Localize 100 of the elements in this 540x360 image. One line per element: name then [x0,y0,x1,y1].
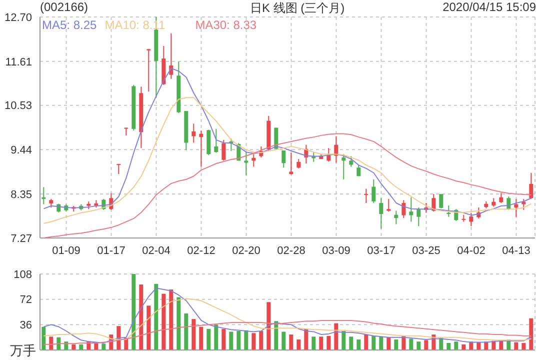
x-tick-label: 03-09 [322,244,350,257]
y-tick-label: 10.53 [4,100,32,112]
x-tick-label: 02-04 [142,244,170,257]
bar [394,339,398,350]
bar [154,284,158,350]
bar [49,336,54,350]
bar [364,334,368,350]
y-axis-title: 万手 [10,343,36,358]
line-series [43,133,532,238]
bar [296,339,301,350]
y-tick-label: 108 [14,268,32,281]
candlestick [469,212,474,227]
chart-subtitle: 日K 线图 (三个月) [250,0,345,17]
candlestick [192,123,196,144]
bar [139,284,144,350]
bar [349,336,354,350]
bar [454,342,458,350]
bar [162,294,166,350]
y-tick-label: 72 [20,294,32,306]
candlestick [379,198,384,230]
candlestick [394,210,398,225]
candlestick [402,200,406,219]
bar [514,342,518,350]
candlestick [124,127,128,136]
candlestick [289,152,294,176]
candlestick [386,198,391,212]
bar [379,336,384,350]
line-series [43,288,532,344]
text: 2020/04/15 15:09 [442,0,536,14]
y-tick-label: 12.70 [4,12,32,24]
candlestick [199,130,204,168]
candlestick [514,198,518,218]
bar [424,340,428,350]
bar [102,344,106,350]
bar [229,332,234,350]
candlestick [222,139,226,162]
candlestick [282,150,286,168]
bar [372,336,376,350]
bar [199,326,204,350]
bar [386,337,391,350]
bar [146,306,151,350]
candlestick [529,172,534,200]
line-series [43,97,532,224]
bar [252,333,256,350]
candlestick [416,206,421,227]
bar [244,330,248,350]
candlestick [214,128,218,154]
candlestick [42,186,46,205]
y-tick-label: 36 [20,320,32,332]
x-tick-label: 02-20 [232,244,260,257]
chart-title: (002166) [40,0,88,14]
y-tick-label: 11.61 [5,56,32,68]
x-tick-label: 03-25 [412,244,440,257]
y-tick-label: 7.27 [10,232,32,245]
x-tick-label: 04-02 [457,244,486,257]
candlestick [342,154,346,180]
x-tick-label: 01-09 [52,244,80,257]
text: MA30: 8.33 [195,18,257,32]
y-tick-label: 9.44 [10,144,32,157]
line-series [43,298,532,341]
y-tick-label: 8.35 [10,188,32,201]
text: MA5: 8.25 [42,18,97,32]
line-series [43,320,532,345]
x-tick-label: 02-12 [187,244,216,257]
x-tick-label: 04-13 [502,244,530,257]
bar [259,331,264,350]
x-tick-label: 03-17 [367,244,396,257]
bar [169,289,174,350]
bar [282,332,286,350]
bar [132,274,136,350]
bar [184,313,188,350]
candlestick [364,188,368,204]
bar [342,331,346,350]
x-tick-label: 02-28 [277,244,306,257]
bar [192,319,196,350]
bar [312,336,316,350]
bar [304,328,308,350]
bar [326,336,331,350]
bar [409,338,414,350]
bar [42,326,46,350]
x-tick-label: 01-17 [97,244,126,257]
candlestick [499,192,504,204]
candlestick [146,48,151,92]
candlestick [439,194,444,209]
bar [266,302,271,350]
bar [356,339,361,350]
bar [522,342,526,350]
bar [529,318,534,350]
bar [236,331,241,350]
bar [289,334,294,350]
candlestick [409,196,414,222]
bar [176,297,181,350]
candlestick [372,178,376,204]
bar [214,324,218,350]
bar [446,342,451,350]
bar [319,336,324,350]
candlestick [296,158,301,169]
candlestick [244,152,248,176]
candlestick [116,163,121,175]
bar [222,328,226,350]
